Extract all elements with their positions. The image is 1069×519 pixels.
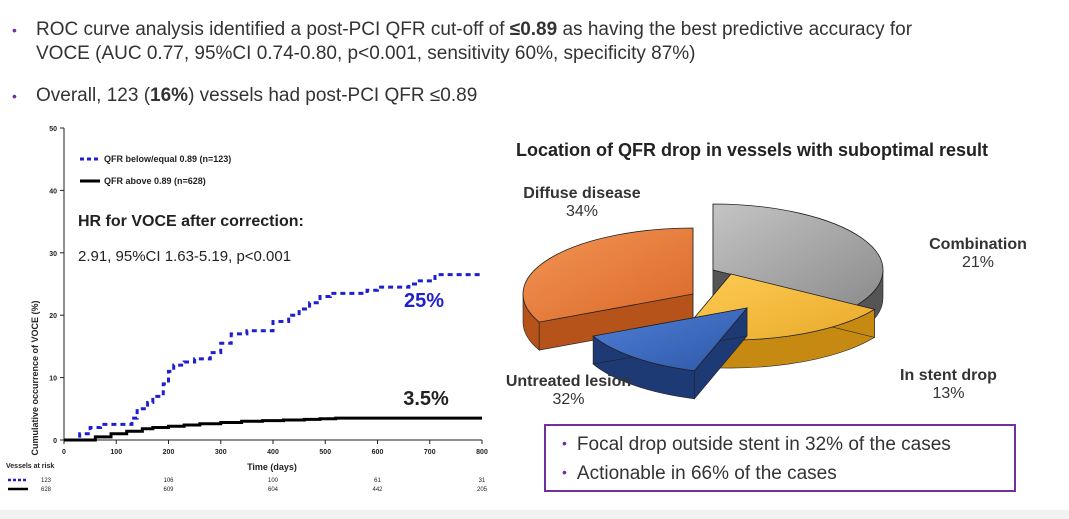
risk-table-value: 442 [372, 487, 383, 493]
pie-label-instent-name: In stent drop [900, 367, 997, 384]
pie-label-combination: Combination 21% [918, 236, 1038, 272]
risk-table-value: 205 [477, 487, 488, 493]
pie-slice-untreated [522, 227, 694, 351]
pie-label-untreated: Untreated lesion 32% [496, 373, 641, 409]
pie-label-diffuse-name: Diffuse disease [523, 185, 641, 202]
pie-title: Location of QFR drop in vessels with sub… [516, 140, 989, 160]
pie-chart [522, 203, 884, 400]
pie-slices [522, 203, 884, 400]
x-tick-label: 800 [476, 449, 488, 456]
series-line-below [64, 273, 482, 442]
y-tick-label: 50 [49, 126, 57, 133]
risk-table: 123 106 100 61 31 628 609 604 442 205 [41, 478, 488, 493]
x-tick-label: 500 [319, 449, 331, 456]
end-label-above: 3.5% [403, 388, 449, 410]
summary-item: • Actionable in 66% of the cases [562, 463, 837, 485]
bullet-roc-pre: ROC curve analysis identified a post-PCI… [36, 19, 510, 40]
x-tick-label: 700 [424, 449, 436, 456]
risk-table-value: 61 [374, 478, 381, 484]
pie-label-untreated-name: Untreated lesion [505, 373, 632, 390]
risk-table-value: 604 [268, 487, 279, 493]
pie-label-combination-name: Combination [929, 236, 1027, 253]
bullet-roc-line2: VOCE (AUC 0.77, 95%CI 0.74-0.80, p<0.001… [36, 43, 696, 64]
y-tick-label: 40 [49, 188, 57, 195]
x-tick-label: 400 [267, 449, 279, 456]
summary-item-text: Actionable in 66% of the cases [576, 463, 837, 484]
risk-table-value: 123 [41, 478, 52, 484]
bullet-dot: • [562, 464, 567, 480]
bullet-dot: • [12, 22, 17, 38]
risk-table-value: 609 [163, 487, 174, 493]
summary-box: • Focal drop outside stent in 32% of the … [544, 424, 1016, 492]
bullet-overall-bold: 16% [150, 85, 189, 106]
risk-table-value: 628 [41, 487, 52, 493]
hr-title: HR for VOCE after correction: [78, 213, 304, 230]
bullet-dot: • [562, 435, 567, 451]
bullet-roc: • ROC curve analysis identified a post-P… [12, 18, 1042, 68]
km-xlabel: Time (days) [247, 462, 297, 472]
y-tick-label: 20 [49, 313, 57, 320]
footer-bar [0, 510, 1069, 519]
pie-label-diffuse-value: 34% [565, 203, 599, 220]
x-tick-label: 200 [163, 449, 175, 456]
summary-item: • Focal drop outside stent in 32% of the … [562, 434, 951, 456]
pie-slice-instent [592, 307, 749, 400]
y-tick-label: 0 [53, 438, 57, 445]
bullet-roc-text: ROC curve analysis identified a post-PCI… [36, 18, 912, 66]
risk-table-value: 31 [479, 478, 486, 484]
risk-table-value: 100 [268, 478, 279, 484]
bullet-roc-post: as having the best predictive accuracy f… [557, 19, 913, 40]
bullet-overall-post: ) vessels had post-PCI QFR ≤0.89 [188, 85, 478, 106]
x-tick-label: 300 [215, 449, 227, 456]
x-tick-label: 600 [372, 449, 384, 456]
bullet-overall-text: Overall, 123 (16%) vessels had post-PCI … [36, 84, 477, 108]
risk-table-label: Vessels at risk [6, 463, 54, 470]
y-tick-label: 10 [49, 376, 57, 383]
x-tick-label: 100 [110, 449, 122, 456]
bullet-overall-pre: Overall, 123 ( [36, 85, 151, 106]
y-tick-label: 30 [49, 251, 57, 258]
pie-label-instent: In stent drop 13% [886, 367, 1011, 403]
bullet-roc-bold: ≤0.89 [509, 19, 558, 40]
legend-label-above: QFR above 0.89 (n=628) [104, 176, 206, 186]
pie-label-untreated-value: 32% [552, 391, 585, 408]
bullet-dot: • [12, 88, 17, 104]
summary-item-text: Focal drop outside stent in 32% of the c… [576, 434, 951, 455]
risk-table-value: 106 [163, 478, 174, 484]
end-label-below: 25% [404, 290, 444, 312]
pie-label-instent-value: 13% [932, 385, 965, 402]
bullet-overall: • Overall, 123 (16%) vessels had post-PC… [12, 84, 812, 110]
pie-label-combination-value: 21% [961, 254, 995, 271]
pie-label-diffuse: Diffuse disease 34% [517, 185, 647, 221]
legend-label-below: QFR below/equal 0.89 (n=123) [104, 154, 231, 164]
km-lines [64, 273, 482, 442]
x-tick-label: 0 [62, 449, 66, 456]
series-line-above [64, 416, 482, 442]
hr-text: 2.91, 95%CI 1.63-5.19, p<0.001 [78, 248, 291, 265]
km-ylabel: Cumulative occurrence of VOCE (%) [30, 300, 40, 455]
